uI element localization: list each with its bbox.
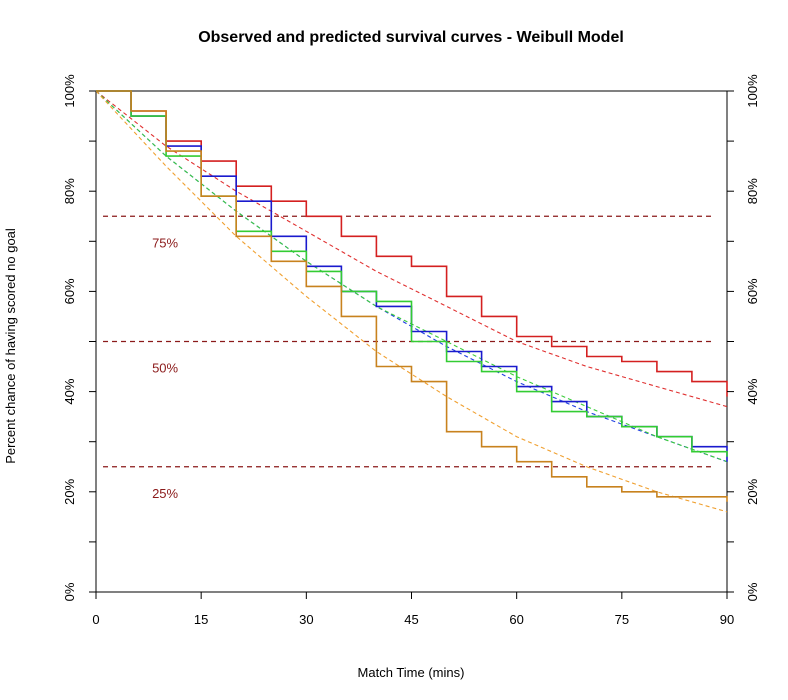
y-tick-label-left: 40%	[62, 378, 77, 404]
reference-label: 75%	[152, 235, 178, 250]
x-tick-label: 60	[509, 612, 523, 627]
y-tick-label-left: 20%	[62, 478, 77, 504]
y-tick-label-left: 80%	[62, 178, 77, 204]
reference-label: 25%	[152, 486, 178, 501]
x-tick-label: 0	[92, 612, 99, 627]
reference-lines: 75% 50% 25%	[103, 215, 713, 501]
x-axis: 0 15 30 45 60 75 90	[92, 592, 734, 627]
y-tick-label-left: 60%	[62, 278, 77, 304]
y-tick-label-left: 0%	[62, 582, 77, 601]
observed-curve	[96, 90, 728, 502]
observed-curve	[96, 90, 728, 462]
y-axis-label: Percent chance of having scored no goal	[3, 228, 18, 464]
fitted-curve	[95, 90, 728, 408]
chart-title: Observed and predicted survival curves -…	[198, 29, 624, 46]
series-layer	[95, 90, 728, 513]
y-tick-label-right: 0%	[745, 582, 760, 601]
y-tick-label-right: 60%	[745, 278, 760, 304]
y-tick-label-right: 100%	[745, 74, 760, 108]
x-tick-label: 90	[720, 612, 734, 627]
x-axis-label: Match Time (mins)	[358, 665, 465, 680]
y-axis-left: 0% 20% 40% 60% 80% 100%	[62, 74, 96, 601]
y-tick-label-right: 20%	[745, 478, 760, 504]
reference-label: 50%	[152, 361, 178, 376]
fitted-curve	[95, 90, 728, 513]
y-axis-right: 0% 20% 40% 60% 80% 100%	[727, 74, 760, 601]
y-tick-label-right: 80%	[745, 178, 760, 204]
observed-curve	[96, 90, 728, 397]
y-tick-label-left: 100%	[62, 74, 77, 108]
x-tick-label: 45	[404, 612, 418, 627]
x-tick-label: 30	[299, 612, 313, 627]
x-tick-label: 15	[194, 612, 208, 627]
x-tick-label: 75	[615, 612, 629, 627]
y-tick-label-right: 40%	[745, 378, 760, 404]
